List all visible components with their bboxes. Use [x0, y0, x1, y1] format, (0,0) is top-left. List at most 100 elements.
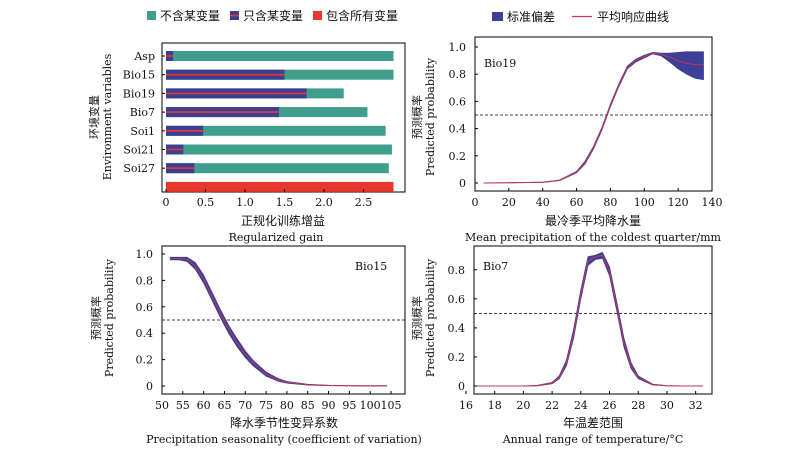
bio19-sd-band — [483, 51, 704, 184]
bio15-x-tick-label: 90 — [322, 399, 336, 412]
bio19-panel: 标准偏差 平均响应曲线 0 20 40 60 80 100 120 140 0 0.2 0.4 0.6… — [410, 9, 723, 244]
bio15-ticks: 50 55 60 65 70 75 80 85 90 95 100 105 0 0.2 0.4 0.6 0.8 1… — [136, 248, 402, 412]
bio15-mean-curve — [170, 258, 387, 387]
bar-exclude-variable — [166, 144, 392, 155]
bar-ylabel-en: Environment variables — [101, 53, 114, 180]
bio15-y-tick-label: 0.8 — [136, 274, 154, 287]
bio19-xlabel-cn: 最冷季平均降水量 — [545, 214, 641, 228]
bio19-plot-frame — [474, 36, 713, 192]
legend-label-only: 只含某变量 — [243, 8, 303, 23]
bar-x-tick-label: 0 — [163, 196, 170, 209]
bar-exclude-variable — [166, 163, 389, 174]
bio7-x-tick-label: 28 — [631, 399, 645, 412]
bar-category-label: Soi27 — [123, 162, 155, 175]
bio15-panel: 50 55 60 65 70 75 80 85 90 95 100 105 0 0.2 0.4 0.6 0.8 1… — [89, 245, 422, 446]
bio19-ylabel-cn: 预测概率 — [410, 95, 424, 139]
bar-chart-panel: 不含某变量 只含某变量 包含所有变量 Asp Bio15 Bio19 Bio7 Soi1… — [87, 8, 406, 244]
bio19-ticks: 0 20 40 60 80 100 120 140 0 0.2 0.4 0.6 0.8 1.0 — [449, 41, 723, 209]
bio19-x-tick-label: 40 — [536, 196, 550, 209]
bio15-x-tick-label: 65 — [217, 399, 231, 412]
bio15-y-tick-label: 1.0 — [136, 248, 154, 261]
legend-label-mean: 平均响应曲线 — [597, 9, 669, 24]
bio7-x-tick-label: 20 — [516, 399, 530, 412]
legend-label-exclude: 不含某变量 — [160, 8, 220, 23]
bio15-y-tick-label: 0.6 — [136, 301, 154, 314]
legend-swatch-sd — [492, 12, 503, 21]
bar-plot-frame — [161, 42, 406, 193]
bar-exclude-variable — [166, 51, 394, 61]
bar-category-label: Asp — [133, 50, 155, 63]
bio15-x-tick-label: 80 — [280, 399, 294, 412]
bar-x-tick-label: 1.0 — [236, 196, 254, 209]
bio15-x-tick-label: 95 — [342, 399, 356, 412]
bar-all-variables — [166, 181, 394, 192]
bio15-y-tick-label: 0.2 — [136, 354, 154, 367]
bio15-y-tick-label: 0 — [146, 380, 153, 393]
bio7-y-tick-label: 0.2 — [448, 351, 466, 364]
bio19-y-tick-label: 0.8 — [449, 68, 467, 81]
bio15-xlabel-en: Precipitation seasonality (coefficient o… — [146, 433, 422, 446]
bio15-panel-label: Bio15 — [355, 260, 387, 273]
bar-xlabel-en: Regularized gain — [229, 231, 324, 244]
bar-x-ticks: 0 0.5 1.0 1.5 2.0 2.5 — [163, 189, 373, 209]
bar-category-label: Bio7 — [130, 106, 155, 119]
bar-category-labels: Asp Bio15 Bio19 Bio7 Soi1 Soi21 Soi27 — [123, 50, 165, 175]
bio7-ylabel-cn: 预测概率 — [410, 296, 424, 340]
bar-category-label: Bio15 — [123, 69, 155, 82]
legend-swatch-all — [313, 11, 322, 20]
bio19-ylabel-en: Predicted probability — [424, 57, 437, 176]
bio7-plot-frame — [473, 245, 713, 395]
bar-x-tick-label: 2.0 — [315, 196, 333, 209]
bio7-y-tick-label: 0.4 — [448, 322, 466, 335]
bar-xlabel-cn: 正规化训练增益 — [241, 213, 325, 228]
bio15-x-tick-label: 85 — [301, 399, 315, 412]
bio19-legend: 标准偏差 平均响应曲线 — [492, 9, 669, 24]
bio7-mean-curve — [473, 254, 703, 387]
bio7-y-tick-label: 0.6 — [448, 293, 466, 306]
bar-x-tick-label: 2.5 — [355, 196, 373, 209]
bio7-xlabel-en: Annual range of temperature/°C — [502, 433, 684, 446]
legend-label-all: 包含所有变量 — [326, 8, 398, 23]
bio15-x-tick-label: 50 — [155, 399, 169, 412]
bio7-x-tick-label: 24 — [574, 399, 588, 412]
bio19-x-tick-label: 120 — [668, 196, 689, 209]
bio7-x-tick-label: 16 — [459, 399, 473, 412]
bio7-x-tick-label: 18 — [488, 399, 502, 412]
bio7-ticks: 16 18 20 22 24 26 28 30 32 0 0.2 0.4 0.6 0.8 — [448, 264, 703, 412]
bar-category-label: Soi21 — [123, 144, 155, 157]
bio19-y-tick-label: 1.0 — [449, 41, 467, 54]
bio15-x-tick-label: 105 — [381, 399, 402, 412]
bio7-x-tick-label: 32 — [689, 399, 703, 412]
bar-marks — [166, 51, 394, 192]
bio19-x-tick-label: 60 — [570, 196, 584, 209]
bio19-x-tick-label: 20 — [502, 196, 516, 209]
bio7-x-tick-label: 26 — [603, 399, 617, 412]
bio19-x-tick-label: 100 — [634, 196, 655, 209]
bar-x-tick-label: 0.5 — [197, 196, 215, 209]
bar-category-label: Bio19 — [123, 87, 155, 100]
bar-category-label: Soi1 — [130, 125, 155, 138]
bio15-ylabel-cn: 预测概率 — [89, 296, 103, 340]
bio19-x-tick-label: 0 — [472, 196, 479, 209]
bio15-x-tick-label: 60 — [197, 399, 211, 412]
bar-exclude-variable — [166, 125, 386, 136]
bio19-x-tick-label: 80 — [603, 196, 617, 209]
bio19-x-tick-label: 140 — [702, 196, 723, 209]
bio15-xlabel-cn: 降水季节性变异系数 — [230, 415, 338, 430]
bio7-x-tick-label: 30 — [660, 399, 674, 412]
bio15-x-tick-label: 75 — [259, 399, 273, 412]
bio15-ylabel-en: Predicted probability — [103, 258, 116, 377]
bio7-xlabel-cn: 年温差范围 — [563, 416, 623, 430]
bio7-y-tick-label: 0 — [458, 380, 465, 393]
bio7-x-tick-label: 22 — [545, 399, 559, 412]
bio19-y-tick-label: 0.4 — [449, 123, 467, 136]
bio19-y-tick-label: 0 — [459, 177, 466, 190]
bio15-sd-band — [169, 256, 388, 387]
bio15-x-tick-label: 100 — [360, 399, 381, 412]
bio15-x-tick-label: 70 — [238, 399, 252, 412]
bio7-panel-label: Bio7 — [483, 260, 508, 273]
bar-x-tick-label: 1.5 — [276, 196, 294, 209]
legend-label-sd: 标准偏差 — [507, 9, 555, 24]
bio19-y-tick-label: 0.2 — [449, 150, 467, 163]
